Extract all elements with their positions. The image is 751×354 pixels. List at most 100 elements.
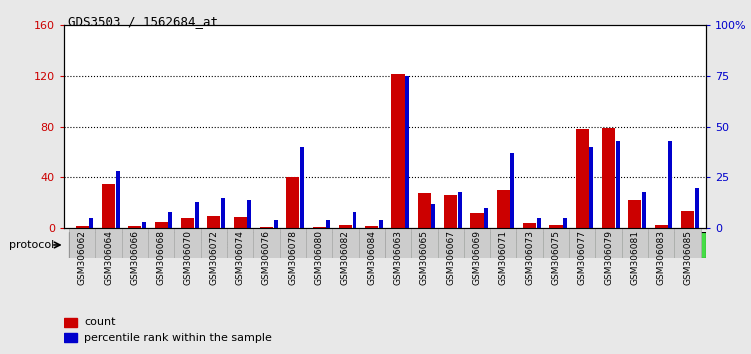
Bar — [64, 318, 77, 327]
Text: count: count — [85, 318, 116, 327]
Text: GSM306076: GSM306076 — [262, 230, 271, 285]
Bar — [95, 228, 122, 258]
Bar — [332, 228, 358, 258]
Text: GSM306082: GSM306082 — [341, 230, 350, 285]
Text: GSM306081: GSM306081 — [630, 230, 639, 285]
Bar — [674, 228, 701, 258]
Bar — [385, 232, 706, 258]
Bar — [543, 228, 569, 258]
Bar — [444, 195, 457, 228]
Bar — [195, 202, 198, 228]
Bar — [596, 228, 622, 258]
Bar — [412, 228, 438, 258]
Bar — [247, 200, 251, 228]
Bar — [128, 226, 141, 228]
Bar — [181, 218, 194, 228]
Bar — [148, 228, 174, 258]
Bar — [64, 333, 77, 343]
Bar — [668, 141, 672, 228]
Bar — [622, 228, 648, 258]
Bar — [358, 228, 385, 258]
Bar — [300, 147, 304, 228]
Bar — [484, 208, 488, 228]
Text: GSM306083: GSM306083 — [656, 230, 665, 285]
Bar — [418, 193, 431, 228]
Bar — [89, 218, 93, 228]
Bar — [122, 228, 148, 258]
Text: GSM306066: GSM306066 — [131, 230, 140, 285]
Text: GSM306080: GSM306080 — [315, 230, 324, 285]
Bar — [602, 128, 615, 228]
Bar — [490, 228, 517, 258]
Text: percentile rank within the sample: percentile rank within the sample — [85, 333, 273, 343]
Bar — [339, 224, 352, 228]
Bar — [655, 224, 668, 228]
Text: GSM306071: GSM306071 — [499, 230, 508, 285]
Bar — [511, 153, 514, 228]
Bar — [432, 204, 436, 228]
Text: GSM306072: GSM306072 — [210, 230, 219, 285]
Bar — [260, 227, 273, 228]
Bar — [142, 222, 146, 228]
Bar — [174, 228, 201, 258]
Text: GSM306075: GSM306075 — [551, 230, 560, 285]
Bar — [590, 147, 593, 228]
Text: GSM306077: GSM306077 — [578, 230, 587, 285]
Bar — [681, 211, 694, 228]
Text: GSM306065: GSM306065 — [420, 230, 429, 285]
Bar — [365, 226, 379, 228]
Bar — [464, 228, 490, 258]
Bar — [569, 228, 596, 258]
Bar — [207, 216, 220, 228]
Bar — [279, 228, 306, 258]
Text: GSM306068: GSM306068 — [157, 230, 166, 285]
Text: GSM306079: GSM306079 — [604, 230, 613, 285]
Text: before exercise: before exercise — [184, 240, 270, 250]
Bar — [306, 228, 332, 258]
Bar — [642, 192, 646, 228]
Bar — [385, 228, 412, 258]
Text: protocol: protocol — [9, 240, 54, 250]
Bar — [648, 228, 674, 258]
Bar — [102, 184, 115, 228]
Bar — [379, 220, 383, 228]
Bar — [234, 217, 247, 228]
Text: GDS3503 / 1562684_at: GDS3503 / 1562684_at — [68, 15, 218, 28]
Bar — [470, 213, 484, 228]
Text: GSM306063: GSM306063 — [394, 230, 403, 285]
Text: GSM306084: GSM306084 — [367, 230, 376, 285]
Bar — [201, 228, 227, 258]
Text: GSM306073: GSM306073 — [525, 230, 534, 285]
Text: GSM306085: GSM306085 — [683, 230, 692, 285]
Bar — [523, 223, 536, 228]
Bar — [69, 232, 385, 258]
Bar — [69, 228, 95, 258]
Bar — [253, 228, 279, 258]
Text: GSM306070: GSM306070 — [183, 230, 192, 285]
Bar — [438, 228, 464, 258]
Bar — [227, 228, 253, 258]
Bar — [76, 226, 89, 228]
Bar — [576, 129, 589, 228]
Bar — [221, 198, 225, 228]
Bar — [496, 190, 510, 228]
Text: GSM306078: GSM306078 — [288, 230, 297, 285]
Bar — [326, 220, 330, 228]
Bar — [550, 224, 562, 228]
Bar — [273, 220, 278, 228]
Bar — [116, 171, 119, 228]
Text: GSM306074: GSM306074 — [236, 230, 245, 285]
Bar — [616, 141, 620, 228]
Bar — [458, 192, 462, 228]
Bar — [391, 74, 405, 228]
Bar — [537, 218, 541, 228]
Text: GSM306064: GSM306064 — [104, 230, 113, 285]
Bar — [168, 212, 172, 228]
Bar — [629, 200, 641, 228]
Bar — [352, 212, 357, 228]
Bar — [405, 76, 409, 228]
Bar — [155, 222, 167, 228]
Bar — [695, 188, 698, 228]
Text: GSM306067: GSM306067 — [446, 230, 455, 285]
Bar — [312, 227, 326, 228]
